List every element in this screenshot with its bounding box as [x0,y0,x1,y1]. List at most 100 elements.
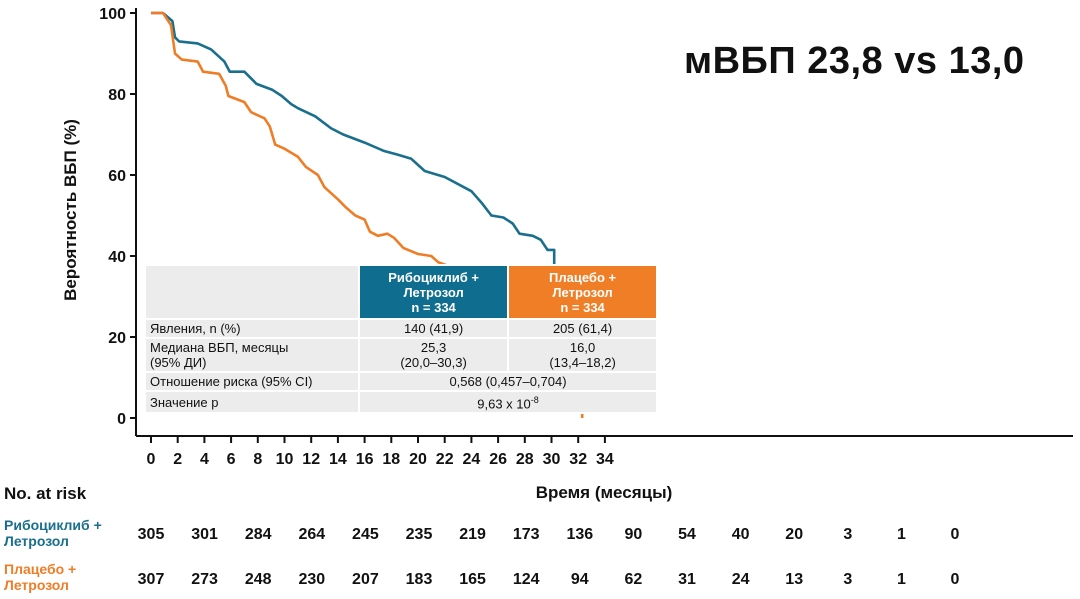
median-ribociclib: 25,3 (20,0–30,3) [358,337,510,373]
x-tick-label: 16 [356,451,374,468]
at-risk-ribociclib-value: 305 [137,526,165,543]
at-risk-placebo-value: 94 [570,571,589,588]
header-blue-line3: n = 334 [411,299,456,315]
at-risk-ribociclib-label-line2: Летрозол [4,533,69,549]
stats-header-blank [143,264,361,320]
median-placebo-value: 16,0 [569,340,596,355]
x-tick-label: 10 [276,451,294,468]
at-risk-placebo-label-line1: Плацебо + [4,561,77,577]
at-risk-placebo-value: 31 [678,571,696,588]
y-tick-label: 80 [108,87,126,104]
at-risk-ribociclib-value: 3 [843,526,853,543]
headline-mpfs: мВБП 23,8 vs 13,0 [684,40,1025,82]
at-risk-ribociclib-value: 54 [678,526,696,543]
hr-label: Отношение риска (95% CI) [143,371,361,392]
x-tick-label: 28 [516,451,534,468]
median-label-line2: (95% ДИ) [150,355,207,370]
y-tick-label: 60 [108,168,126,185]
x-tick-label: 20 [409,451,427,468]
at-risk-ribociclib-value: 245 [352,526,379,543]
at-risk-placebo-value: 124 [512,571,540,588]
stats-row-events: Явления, n (%) 140 (41,9) 205 (61,4) [143,318,658,339]
at-risk-placebo-value: 3 [843,571,853,588]
median-ribociclib-ci: (20,0–30,3) [400,355,467,370]
x-axis-title: Время (месяцы) [536,483,673,502]
y-tick-label: 20 [108,330,126,347]
stats-header-ribociclib: Рибоциклиб + Летрозол n = 334 [358,264,510,320]
at-risk-placebo-value: 248 [244,571,272,588]
stats-row-median: Медиана ВБП, месяцы (95% ДИ) 25,3 (20,0–… [143,337,658,373]
at-risk-placebo-value: 62 [624,571,643,588]
at-risk-placebo-value: 0 [950,571,960,588]
at-risk-ribociclib-value: 235 [405,526,433,543]
y-tick-label: 0 [117,411,126,428]
x-tick-label: 12 [302,451,320,468]
series-ribociclib-line [151,11,591,319]
at-risk-placebo-value: 13 [785,571,804,588]
x-tick-label: 14 [329,451,347,468]
x-tick-label: 6 [227,451,236,468]
header-blue-line1: Рибоциклиб + [388,269,479,285]
x-tick-label: 26 [489,451,507,468]
stats-header-row: Рибоциклиб + Летрозол n = 334 Плацебо + … [143,264,658,320]
x-tick-label: 24 [463,451,481,468]
at-risk-placebo-value: 273 [191,571,218,588]
at-risk-ribociclib-value: 136 [566,526,594,543]
p-label: Значение p [143,389,361,415]
x-tick-label: 34 [596,451,614,468]
at-risk-placebo-value: 165 [459,571,486,588]
x-tick-label: 4 [200,451,209,468]
median-ribociclib-value: 25,3 [420,340,447,355]
at-risk-ribociclib-value: 264 [298,526,326,543]
at-risk-placebo-value: 207 [352,571,379,588]
median-placebo: 16,0 (13,4–18,2) [507,337,658,373]
at-risk-ribociclib-value: 40 [731,526,750,543]
at-risk-ribociclib-value: 0 [950,526,960,543]
at-risk-ribociclib-value: 284 [244,526,272,543]
header-orange-line3: n = 334 [560,299,605,315]
at-risk-ribociclib-label: Рибоциклиб + Летрозол [4,517,102,549]
y-tick-label: 40 [108,249,126,266]
at-risk-ribociclib-value: 301 [191,526,218,543]
at-risk-placebo-label: Плацебо + Летрозол [4,561,76,593]
at-risk-title: No. at risk [4,484,87,503]
y-axis-title: Вероятность ВБП (%) [61,119,80,301]
at-risk-placebo-value: 1 [896,571,906,588]
header-orange-line1: Плацебо + [549,269,617,285]
p-value-base: 9,63 x 10 [477,396,531,412]
stats-row-p: Значение p 9,63 x 10-8 [143,389,658,415]
median-label: Медиана ВБП, месяцы (95% ДИ) [143,337,361,373]
x-tick-label: 8 [253,451,262,468]
x-tick-label: 22 [436,451,454,468]
p-value: 9,63 x 10-8 [358,389,658,415]
header-orange-line2: Летрозол [552,284,613,300]
median-placebo-ci: (13,4–18,2) [549,355,616,370]
at-risk-ribociclib-value: 20 [785,526,804,543]
events-placebo: 205 (61,4) [507,318,658,339]
at-risk-ribociclib-value: 90 [624,526,643,543]
at-risk-placebo-label-line2: Летрозол [4,577,69,593]
at-risk-ribociclib-value: 219 [459,526,486,543]
at-risk-ribociclib-value: 173 [512,526,540,543]
at-risk-ribociclib-value: 1 [896,526,906,543]
at-risk-ribociclib-label-line1: Рибоциклиб + [4,517,102,533]
stats-header-placebo: Плацебо + Летрозол n = 334 [507,264,658,320]
p-value-exponent: -8 [530,395,539,405]
hr-value: 0,568 (0,457–0,704) [358,371,658,392]
at-risk-placebo-value: 24 [731,571,750,588]
x-tick-label: 2 [173,451,182,468]
x-tick-label: 30 [543,451,561,468]
events-label: Явления, n (%) [143,318,361,339]
x-tick-label: 32 [569,451,587,468]
x-tick-label: 0 [147,451,156,468]
stats-row-hr: Отношение риска (95% CI) 0,568 (0,457–0,… [143,371,658,392]
header-blue-line2: Летрозол [403,284,464,300]
stats-table: Рибоциклиб + Летрозол n = 334 Плацебо + … [143,264,658,415]
at-risk-placebo-value: 183 [405,571,433,588]
at-risk-placebo-value: 230 [298,571,326,588]
at-risk-placebo-value: 307 [137,571,165,588]
x-tick-label: 18 [382,451,400,468]
y-tick-label: 100 [99,6,126,23]
events-ribociclib: 140 (41,9) [358,318,510,339]
median-label-line1: Медиана ВБП, месяцы [150,340,289,355]
